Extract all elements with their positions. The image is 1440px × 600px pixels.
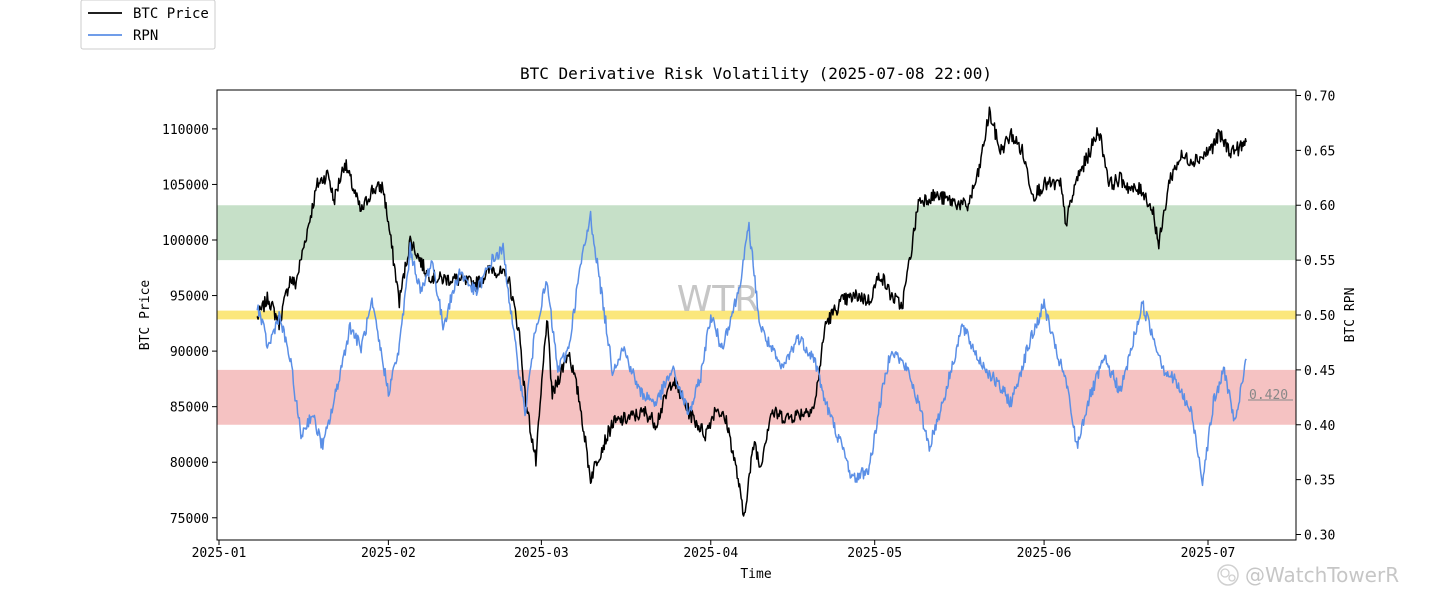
x-tick-label: 2025-01: [192, 546, 247, 561]
series-layer: [256, 106, 1247, 517]
y-left-tick-label: 85000: [170, 401, 209, 416]
legend: BTC Price RPN: [80, 0, 216, 50]
y-left-tick-label: 110000: [162, 123, 209, 138]
legend-label-rpn: RPN: [133, 28, 158, 44]
x-axis: 2025-01 2025-02 2025-03 2025-04 2025-05 2025-…: [192, 540, 1236, 561]
y-right-tick-label: 0.65: [1304, 144, 1335, 159]
series-line-rpn: [256, 210, 1247, 487]
y-right-tick-label: 0.40: [1304, 419, 1335, 434]
y-left-tick-label: 105000: [162, 178, 209, 193]
band-mid: [217, 310, 1296, 320]
band-low: [217, 369, 1296, 425]
y-right-tick-label: 0.30: [1304, 529, 1335, 544]
legend-label-btc-price: BTC Price: [133, 6, 209, 22]
y-left-tick-label: 75000: [170, 512, 209, 527]
x-tick-label: 2025-06: [1017, 546, 1072, 561]
corner-watermark: @WatchTowerR: [1217, 563, 1399, 587]
last-value-label: 0.420: [1249, 388, 1288, 403]
y-right-tick-label: 0.50: [1304, 309, 1335, 324]
x-axis-title: Time: [740, 567, 771, 582]
y-right-tick-label: 0.35: [1304, 474, 1335, 489]
last-value-marker: 0.420: [1248, 388, 1293, 403]
y-right-tick-label: 0.60: [1304, 199, 1335, 214]
center-watermark: WTR: [677, 279, 760, 320]
x-tick-label: 2025-07: [1181, 546, 1236, 561]
y-axis-left-title: BTC Price: [138, 280, 153, 351]
y-right-tick-label: 0.45: [1304, 364, 1335, 379]
watchtower-logo-icon: [1217, 564, 1239, 586]
y-axis-left: 75000 80000 85000 90000 95000 100000 105000 110…: [162, 123, 217, 527]
y-axis-right: 0.30 0.35 0.40 0.45 0.50 0.55 0.60 0.65 0.70: [1296, 89, 1335, 544]
y-left-tick-label: 100000: [162, 234, 209, 249]
x-tick-label: 2025-04: [683, 546, 738, 561]
y-right-tick-label: 0.55: [1304, 254, 1335, 269]
corner-watermark-text: @WatchTowerR: [1245, 563, 1399, 587]
x-tick-label: 2025-05: [847, 546, 902, 561]
band-high: [217, 205, 1296, 261]
x-tick-label: 2025-03: [514, 546, 569, 561]
y-axis-right-title: BTC RPN: [1343, 288, 1358, 343]
y-right-tick-label: 0.70: [1304, 89, 1335, 104]
chart-title: BTC Derivative Risk Volatility (2025-07-…: [520, 64, 992, 83]
y-left-tick-label: 95000: [170, 290, 209, 305]
y-left-tick-label: 90000: [170, 345, 209, 360]
series-line-btc-price: [256, 106, 1247, 517]
y-left-tick-label: 80000: [170, 456, 209, 471]
x-tick-label: 2025-02: [361, 546, 416, 561]
